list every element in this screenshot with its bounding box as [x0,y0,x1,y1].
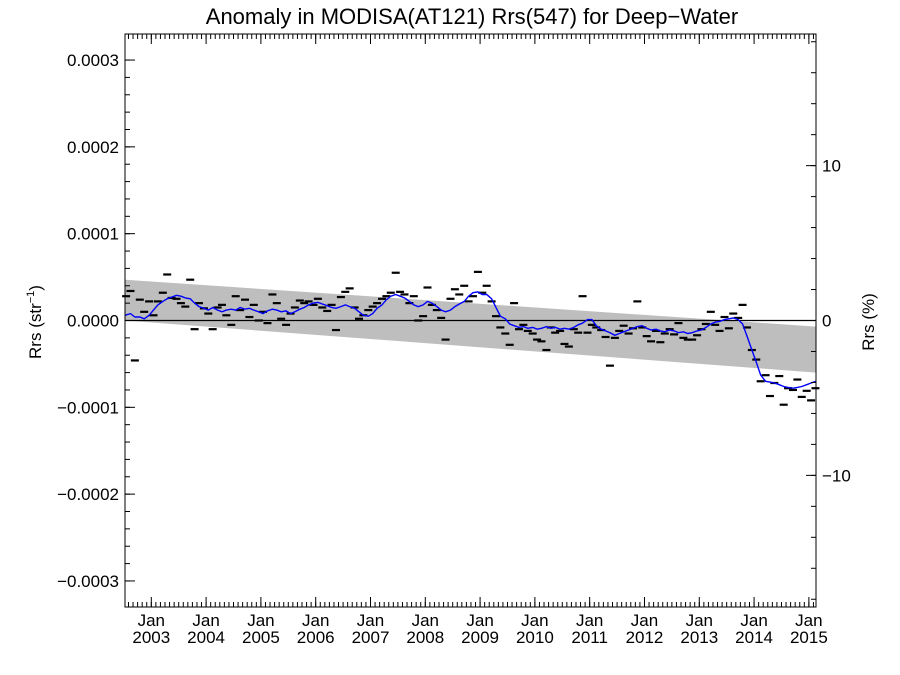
x-tick-month: Jan [795,611,822,630]
x-tick-month: Jan [412,611,439,630]
x-tick-year: 2013 [680,628,718,647]
x-tick-month: Jan [631,611,658,630]
x-tick-year: 2007 [352,628,390,647]
y-axis-label-superscript: −1 [25,291,37,304]
chart-title: Anomaly in MODISA(AT121) Rrs(547) for De… [206,4,738,29]
smoothed-anomaly-line [124,291,817,389]
trend-band-layer [125,279,816,373]
x-tick-year: 2008 [406,628,444,647]
x-tick-year: 2003 [132,628,170,647]
anomaly-markers [122,270,820,406]
y2-tick-label: 0 [822,312,831,331]
x-axis: Jan2003Jan2004Jan2005Jan2006Jan2007Jan20… [127,34,828,647]
x-tick-year: 2014 [735,628,773,647]
y2-tick-label: −10 [822,466,851,485]
x-tick-month: Jan [466,611,493,630]
y-tick-label: 0.0003 [67,51,119,70]
x-tick-month: Jan [192,611,219,630]
x-tick-month: Jan [686,611,713,630]
right-y-axis-label: Rrs (%) [859,293,878,351]
x-tick-year: 2005 [242,628,280,647]
y-tick-label: −0.0002 [57,485,119,504]
y-tick-label: 0.0001 [67,225,119,244]
y2-tick-label: 10 [822,157,841,176]
y-tick-label: 0.0000 [67,312,119,331]
x-tick-year: 2009 [461,628,499,647]
x-tick-year: 2011 [571,628,608,647]
x-tick-year: 2010 [516,628,554,647]
x-tick-month: Jan [247,611,274,630]
x-tick-month: Jan [302,611,329,630]
y-axis-label-close: ) [26,285,45,291]
y-axis-label: Rrs (str−1) [25,285,45,359]
x-tick-year: 2004 [187,628,225,647]
smoothed-line-layer [124,291,817,389]
x-tick-month: Jan [740,611,767,630]
y-tick-label: −0.0001 [57,398,119,417]
y-tick-label: −0.0003 [57,572,119,591]
x-tick-month: Jan [138,611,165,630]
trend-band [125,279,816,373]
x-tick-year: 2015 [790,628,828,647]
x-tick-year: 2012 [626,628,664,647]
x-tick-year: 2006 [297,628,335,647]
y-tick-label: 0.0002 [67,138,119,157]
left-y-axis: 0.0003 0.0002 0.0001 0.0000 −0.0001 −0.0002 −0… [57,51,135,591]
right-y-axis: 10 0 −10 [806,41,851,600]
x-tick-month: Jan [576,611,603,630]
x-tick-month: Jan [521,611,548,630]
x-tick-month: Jan [357,611,384,630]
y-axis-label-main: Rrs (str [26,303,45,359]
